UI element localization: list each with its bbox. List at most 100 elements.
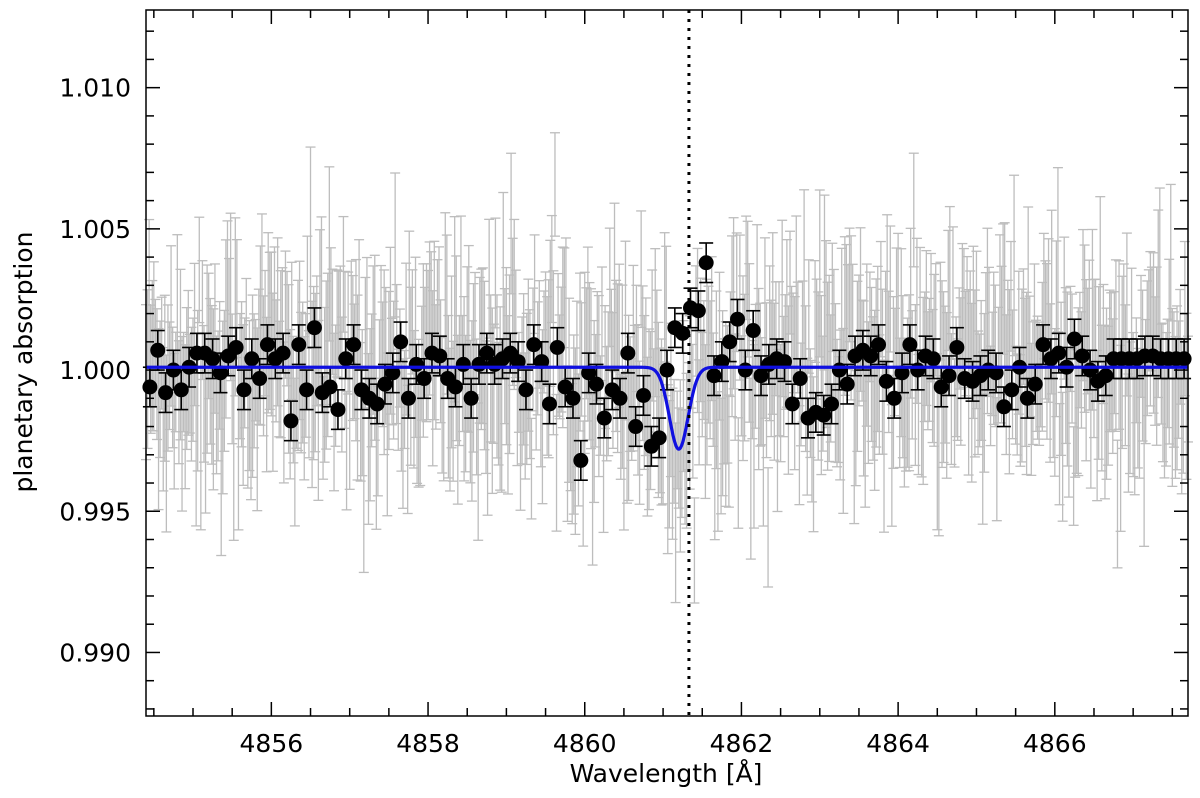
raw-errorbar: [228, 358, 239, 541]
binned-marker: [745, 323, 761, 339]
binned-marker: [784, 396, 800, 412]
binned-point: [753, 355, 769, 397]
binned-point: [173, 369, 189, 411]
binned-point: [784, 383, 800, 425]
raw-errorbar: [1045, 303, 1056, 463]
binned-point: [745, 309, 761, 352]
binned-point: [863, 335, 879, 377]
raw-errorbar: [549, 132, 560, 237]
raw-errorbar: [267, 292, 278, 472]
binned-marker: [236, 382, 252, 398]
model-layer: [146, 365, 1188, 451]
binned-point: [588, 363, 604, 405]
binned-point: [1004, 369, 1020, 411]
binned-point: [534, 341, 550, 383]
binned-point: [244, 338, 260, 380]
binned-point: [346, 324, 362, 366]
raw-errorbar: [247, 294, 258, 478]
binned-marker: [244, 351, 260, 367]
binned-point: [933, 366, 949, 408]
binned-point: [839, 363, 855, 405]
raw-errorbar: [142, 289, 153, 450]
binned-marker: [455, 356, 471, 372]
binned-point: [722, 321, 738, 363]
raw-errorbar: [338, 215, 349, 333]
y-tick-label: 0.990: [59, 638, 131, 667]
binned-point: [565, 377, 581, 419]
raw-errorbar: [636, 210, 647, 329]
binned-marker: [173, 382, 189, 398]
raw-errorbar: [427, 290, 438, 467]
binned-point: [291, 324, 307, 366]
binned-marker: [526, 337, 542, 353]
raw-errorbar: [220, 239, 231, 419]
binned-marker: [706, 368, 722, 384]
binned-point: [635, 374, 651, 417]
binned-point: [886, 377, 902, 419]
binned-marker: [588, 376, 604, 392]
binned-point: [432, 335, 448, 377]
x-tick-label: 4866: [1023, 729, 1087, 758]
binned-point: [510, 341, 526, 383]
raw-errorbar: [759, 237, 770, 419]
binned-marker: [463, 390, 479, 406]
plot-frame: [145, 9, 1189, 717]
binned-point: [714, 341, 730, 383]
binned-point: [824, 383, 840, 425]
y-tick-label: 1.000: [59, 356, 131, 385]
binned-marker: [1066, 331, 1082, 347]
binned-marker: [1004, 382, 1020, 398]
binned-marker: [596, 410, 612, 426]
binned-marker: [839, 376, 855, 392]
binned-marker: [612, 390, 628, 406]
y-tick-label: 0.995: [59, 497, 131, 526]
binned-point: [612, 377, 628, 419]
binned-marker: [432, 348, 448, 364]
binned-marker: [283, 413, 299, 429]
model-curve: [146, 365, 1188, 451]
binned-point: [871, 324, 887, 366]
binned-marker: [886, 390, 902, 406]
binned-marker: [933, 379, 949, 395]
binned-marker: [549, 339, 565, 355]
binned-marker: [252, 371, 268, 387]
binned-point: [541, 383, 557, 425]
binned-marker: [400, 390, 416, 406]
binned-point: [902, 324, 918, 366]
binned-marker: [212, 365, 228, 381]
binned-marker: [385, 365, 401, 381]
raw-errorbar: [1016, 288, 1027, 463]
binned-marker: [690, 303, 706, 319]
binned-marker: [894, 365, 910, 381]
raw-errorbar: [1004, 288, 1015, 475]
binned-marker: [447, 379, 463, 395]
raw-errorbar: [659, 232, 670, 363]
binned-marker: [142, 379, 158, 395]
binned-marker: [871, 337, 887, 353]
binned-marker: [949, 339, 965, 355]
binned-marker: [1019, 390, 1035, 406]
binned-point: [690, 290, 706, 332]
binned-marker: [573, 452, 589, 468]
binned-marker: [722, 334, 738, 350]
binned-point: [1145, 335, 1161, 377]
binned-point: [1035, 324, 1051, 366]
binned-marker: [659, 362, 675, 378]
x-tick-label: 4864: [866, 729, 930, 758]
raw-errorbar: [853, 274, 864, 407]
raw-errorbar: [1099, 324, 1110, 500]
raw-errorbar: [429, 240, 440, 421]
binned-marker: [1027, 376, 1043, 392]
binned-point: [212, 352, 228, 394]
binned-marker: [777, 354, 793, 370]
binned-marker: [479, 345, 495, 361]
raw-errorbar: [490, 217, 501, 329]
binned-point: [1074, 335, 1090, 377]
binned-point: [416, 357, 432, 400]
binned-point: [698, 242, 714, 284]
binned-marker: [816, 407, 832, 423]
binned-point: [259, 324, 275, 366]
raw-errorbar: [1079, 244, 1090, 413]
raw-errorbar: [822, 281, 833, 471]
binned-point: [894, 352, 910, 394]
